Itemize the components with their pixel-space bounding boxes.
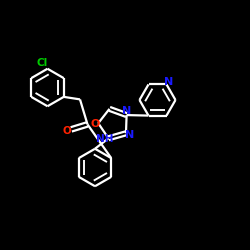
Text: N: N: [125, 130, 134, 140]
Text: O: O: [62, 126, 71, 136]
Text: Cl: Cl: [37, 58, 48, 68]
Text: N: N: [122, 106, 131, 116]
Text: O: O: [90, 119, 100, 129]
Text: N: N: [164, 78, 173, 88]
Text: NH: NH: [96, 134, 113, 144]
